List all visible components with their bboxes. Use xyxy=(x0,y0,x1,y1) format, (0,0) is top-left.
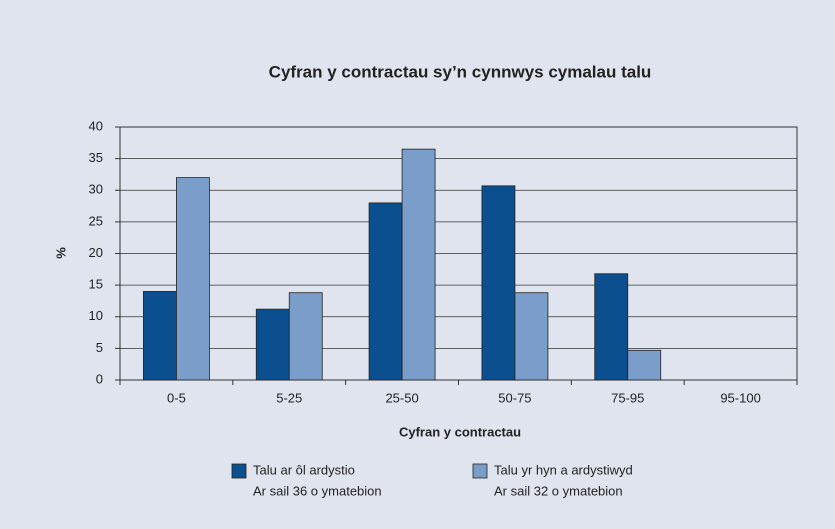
x-tick-label: 75-95 xyxy=(611,390,644,405)
x-tick-label: 50-75 xyxy=(498,390,531,405)
bar xyxy=(627,349,662,381)
legend-note: Ar sail 36 o ymatebion xyxy=(253,483,382,498)
legend-note: Ar sail 32 o ymatebion xyxy=(494,483,623,498)
bar xyxy=(514,292,549,381)
y-tick-label: 30 xyxy=(89,182,103,197)
legend-swatch xyxy=(472,463,488,479)
y-tick-label: 40 xyxy=(89,118,103,133)
x-tick-label: 95-100 xyxy=(720,390,760,405)
legend-label: Talu ar ôl ardystio xyxy=(253,462,355,477)
legend-swatch xyxy=(231,463,247,479)
bar xyxy=(401,148,436,381)
bar xyxy=(288,292,323,381)
y-tick-label: 15 xyxy=(89,277,103,292)
y-tick-label: 0 xyxy=(96,371,103,386)
y-axis-label: % xyxy=(53,247,68,259)
bar xyxy=(143,291,177,381)
bar xyxy=(176,177,210,381)
chart-title: Cyfran y contractau sy’n cynnwys cymalau… xyxy=(269,62,652,81)
bar xyxy=(255,308,290,381)
x-tick-label: 25-50 xyxy=(385,390,418,405)
x-axis-label: Cyfran y contractau xyxy=(399,424,521,439)
bar xyxy=(594,273,629,381)
y-tick-label: 10 xyxy=(89,308,103,323)
bar xyxy=(368,202,403,381)
y-tick-label: 5 xyxy=(96,340,103,355)
x-tick-label: 0-5 xyxy=(167,390,186,405)
y-tick-label: 20 xyxy=(89,245,103,260)
y-tick-label: 25 xyxy=(89,213,103,228)
legend-label: Talu yr hyn a ardystiwyd xyxy=(494,462,633,477)
y-tick-label: 35 xyxy=(89,150,103,165)
x-tick-label: 5-25 xyxy=(276,390,302,405)
bar xyxy=(481,185,516,381)
